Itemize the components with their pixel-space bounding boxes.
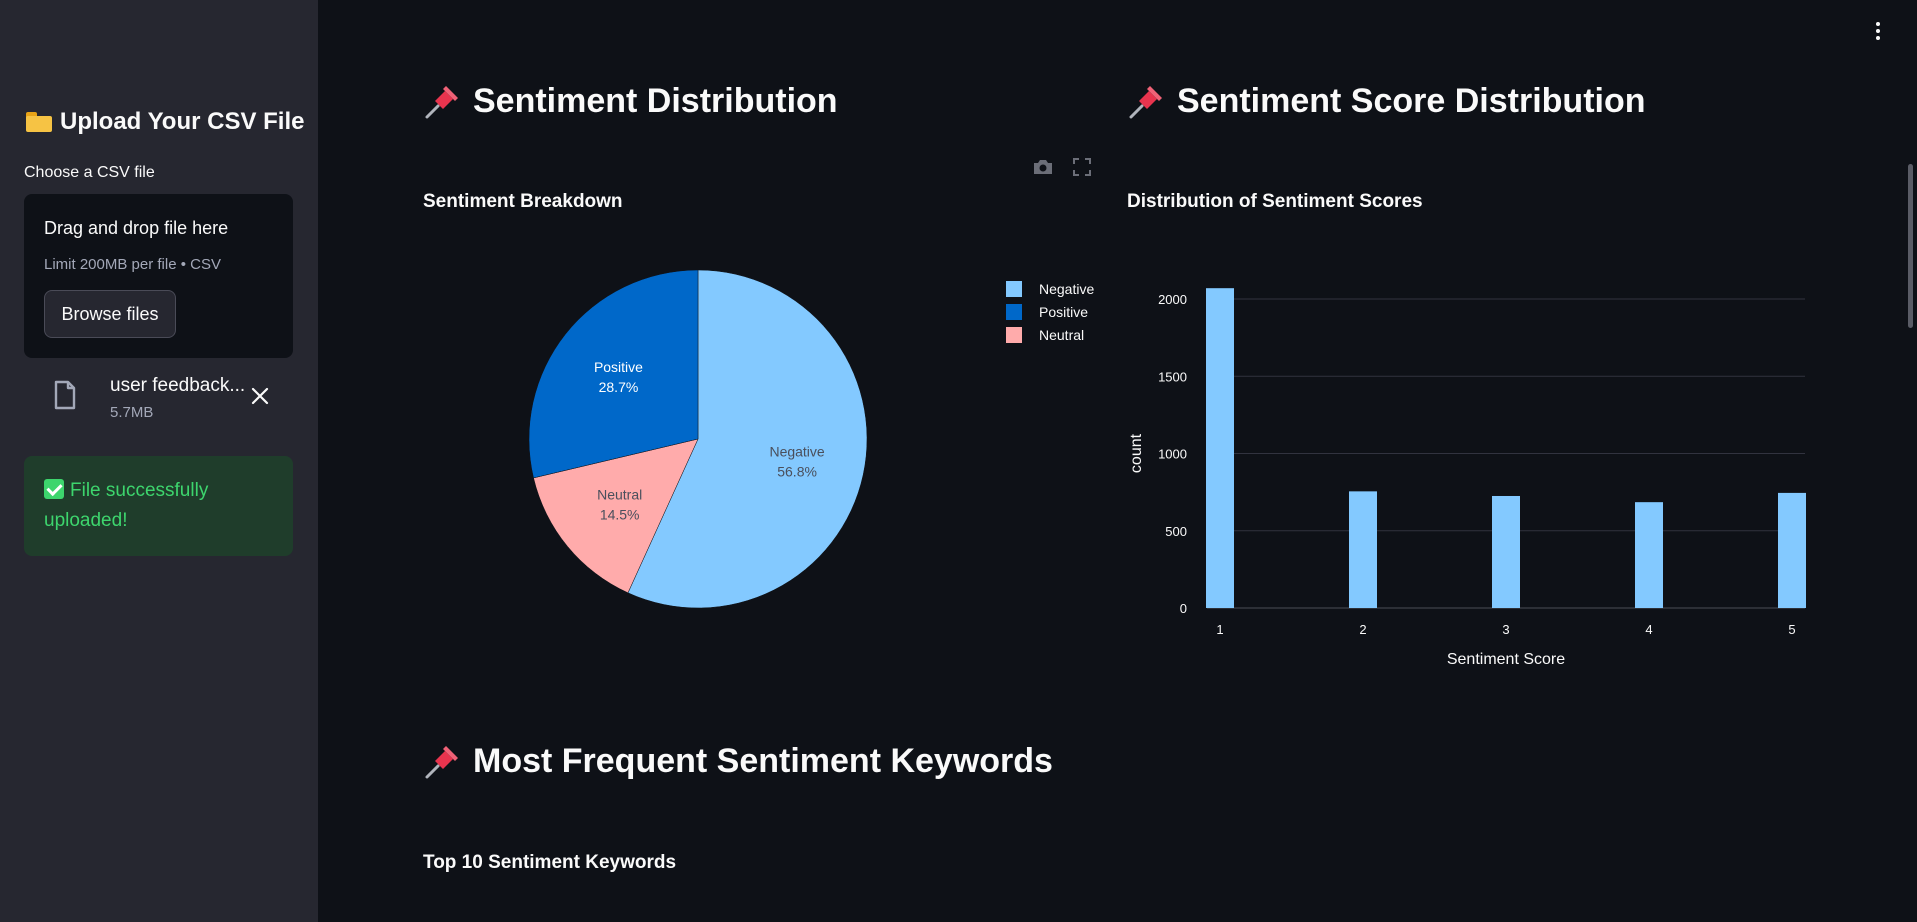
sidebar: Upload Your CSV File Choose a CSV file D…	[0, 0, 318, 922]
bar-score-4[interactable]	[1635, 502, 1663, 608]
x-axis-label: Sentiment Score	[1447, 651, 1565, 668]
fullscreen-icon[interactable]	[1073, 158, 1091, 176]
y-axis-label: count	[1128, 433, 1145, 473]
pin-icon	[1129, 85, 1162, 118]
upload-label: Choose a CSV file	[24, 164, 155, 181]
success-alert: File successfully uploaded!	[24, 456, 293, 556]
dropzone-limit: Limit 200MB per file • CSV	[44, 256, 221, 273]
pie-slice-positive[interactable]	[528, 269, 699, 479]
sidebar-title-text: Upload Your CSV File	[60, 108, 305, 135]
x-tick-label: 4	[1645, 622, 1652, 637]
pie-percent-neutral: 14.5%	[600, 506, 640, 522]
y-tick-label: 500	[1165, 524, 1187, 539]
pie-label-neutral: Neutral	[597, 486, 642, 502]
success-message: File successfully uploaded!	[44, 480, 209, 531]
bar-score-5[interactable]	[1778, 492, 1806, 608]
bar-chart-title: Distribution of Sentiment Scores	[1127, 191, 1423, 212]
pie-slice-neutral[interactable]	[533, 438, 699, 594]
remove-file-icon[interactable]	[250, 386, 270, 406]
dropzone-title: Drag and drop file here	[44, 218, 229, 238]
main-menu-icon[interactable]	[1874, 22, 1882, 42]
browse-files-button[interactable]: Browse files	[44, 290, 176, 338]
scrollbar[interactable]	[1908, 164, 1913, 328]
bar-score-2[interactable]	[1349, 491, 1377, 608]
bar-score-3[interactable]	[1492, 495, 1520, 608]
pie-percent-negative: 56.8%	[777, 463, 817, 479]
heading-sentiment-distribution: Sentiment Distribution	[423, 82, 838, 121]
y-tick-label: 1000	[1158, 447, 1187, 462]
pie-percent-positive: 28.7%	[599, 379, 639, 395]
pin-icon	[425, 745, 458, 778]
x-tick-label: 1	[1216, 622, 1223, 637]
pie-chart-title: Sentiment Breakdown	[423, 191, 623, 212]
check-icon	[44, 479, 64, 499]
legend-label-positive[interactable]: Positive	[1039, 304, 1088, 320]
x-tick-label: 5	[1788, 622, 1795, 637]
legend-swatch-negative[interactable]	[1006, 281, 1022, 297]
pie-label-positive: Positive	[594, 359, 643, 375]
legend-swatch-neutral[interactable]	[1006, 327, 1022, 343]
pie-chart: Negative 56.8% Neutral 14.5% Positive 28.7% N…	[528, 269, 1094, 609]
file-icon	[54, 380, 76, 410]
y-tick-label: 2000	[1158, 292, 1187, 307]
x-tick-label: 3	[1502, 622, 1509, 637]
y-tick-label: 1500	[1158, 369, 1187, 384]
x-tick-label: 2	[1359, 622, 1366, 637]
folder-icon	[26, 112, 52, 132]
heading-text: Sentiment Score Distribution	[1177, 82, 1646, 120]
uploaded-file: user feedback... 5.7MB	[24, 372, 293, 422]
legend-label-negative[interactable]: Negative	[1039, 281, 1094, 297]
legend-swatch-positive[interactable]	[1006, 304, 1022, 320]
pie-label-negative: Negative	[769, 443, 824, 459]
pin-icon	[425, 85, 458, 118]
heading-keywords: Most Frequent Sentiment Keywords	[423, 742, 1053, 781]
pie-slice-negative[interactable]	[627, 269, 868, 609]
sidebar-title: Upload Your CSV File	[26, 108, 304, 136]
y-tick-label: 0	[1180, 601, 1187, 616]
bar-score-1[interactable]	[1206, 288, 1234, 608]
file-name: user feedback...	[110, 375, 246, 396]
camera-icon[interactable]	[1032, 158, 1054, 176]
heading-text: Sentiment Distribution	[473, 82, 838, 120]
heading-score-distribution: Sentiment Score Distribution	[1127, 82, 1646, 121]
file-dropzone[interactable]: Drag and drop file here Limit 200MB per …	[24, 194, 293, 358]
keywords-chart-title: Top 10 Sentiment Keywords	[423, 852, 677, 873]
heading-text: Most Frequent Sentiment Keywords	[473, 742, 1053, 780]
legend-label-neutral[interactable]: Neutral	[1039, 327, 1084, 343]
bar-chart: 0 500 1000 1500 2000 1 2 3 4 5 Sentiment Score coun…	[1128, 288, 1806, 668]
file-size: 5.7MB	[110, 404, 154, 421]
